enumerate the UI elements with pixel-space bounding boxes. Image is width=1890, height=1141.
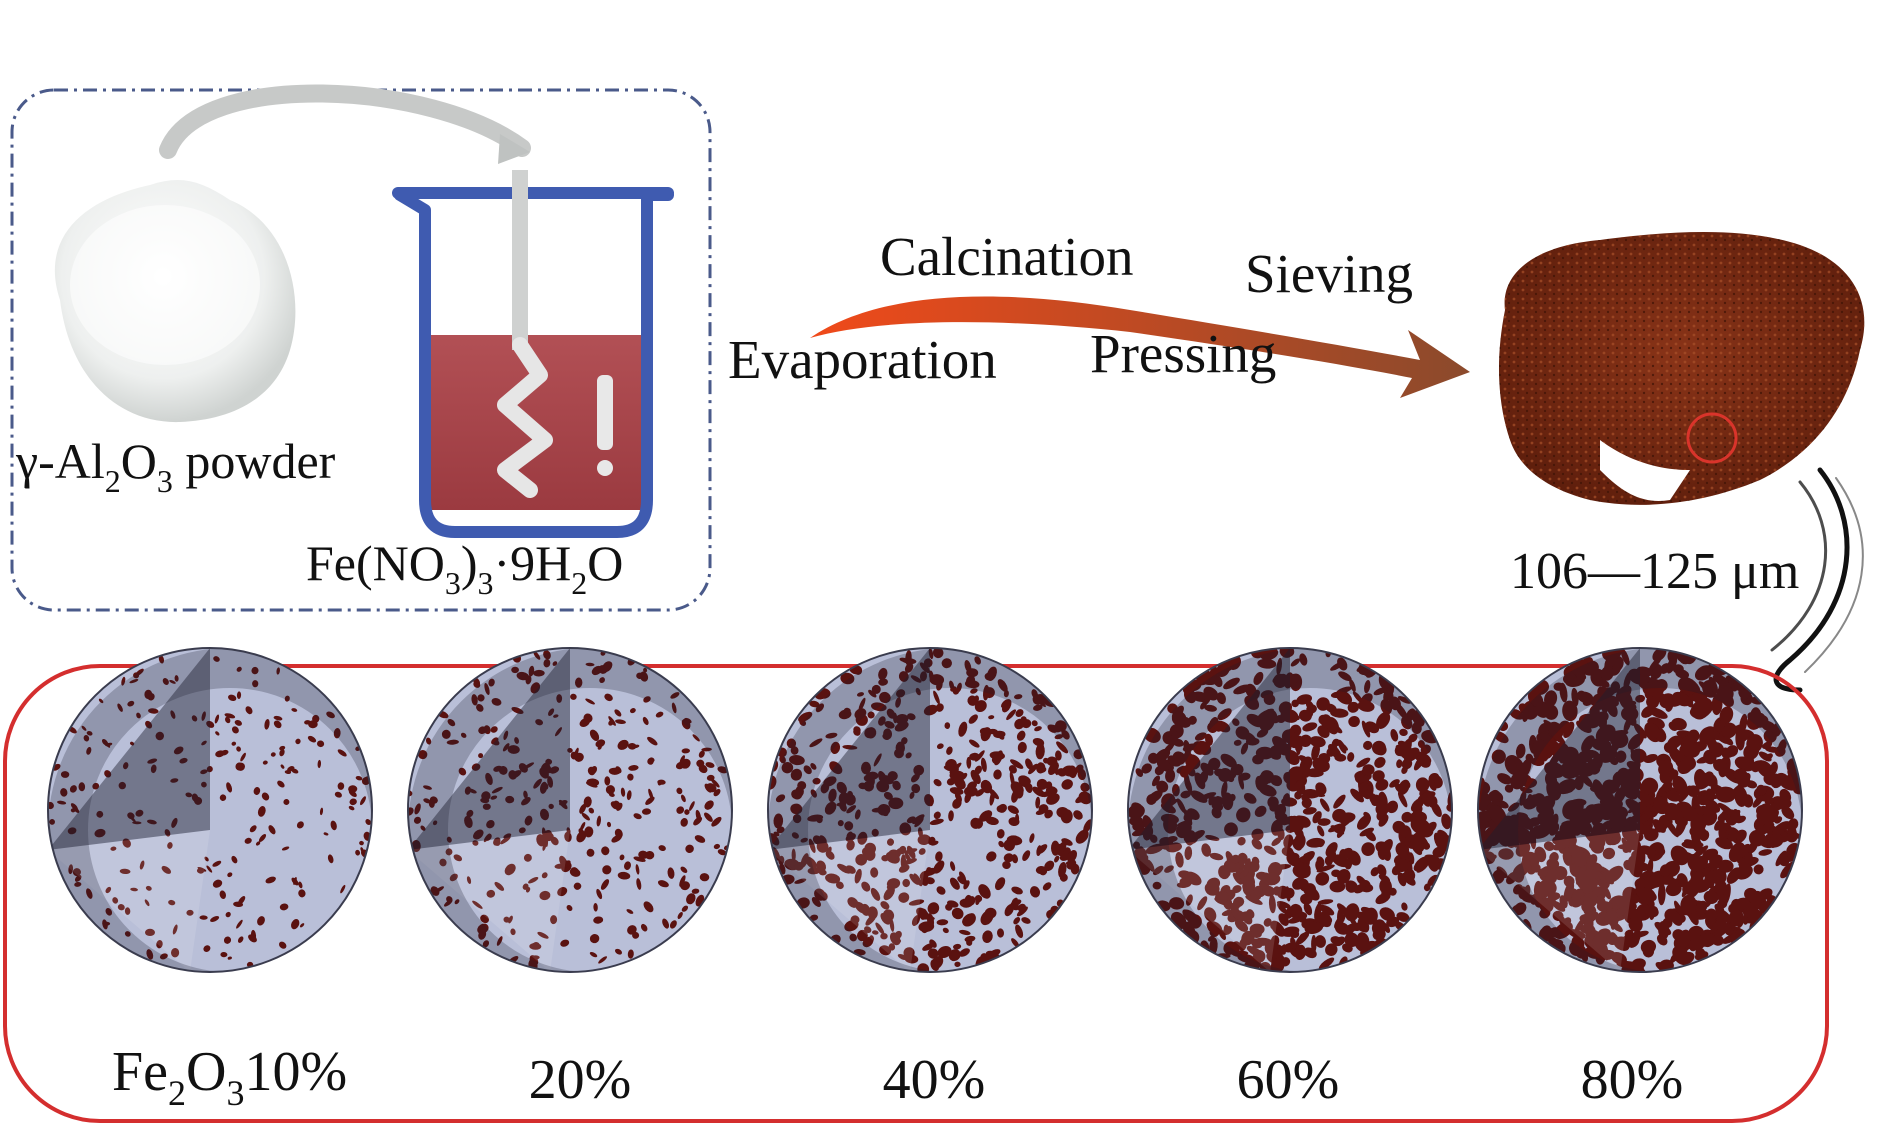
- sphere-label-4: 60%: [1237, 1049, 1340, 1111]
- transfer-arrow-head: [498, 134, 530, 164]
- sphere-label-5: 80%: [1581, 1049, 1684, 1111]
- step-calcination: Calcination: [880, 226, 1134, 287]
- particle-size-label: 106—125 μm: [1510, 543, 1799, 600]
- sphere-label-1: Fe2O310%: [112, 1041, 347, 1113]
- beaker: [392, 170, 674, 538]
- step-pressing: Pressing: [1090, 323, 1276, 384]
- composite-sphere-3: [767, 647, 1093, 973]
- composite-sphere-1: [47, 647, 373, 973]
- transfer-arrow: [159, 84, 531, 159]
- zoom-circle: [1686, 412, 1738, 464]
- alumina-powder-label: γ-Al2O3 powder: [15, 433, 336, 499]
- pouring-stream-zigzag: [497, 337, 553, 498]
- composite-sphere-5: [1477, 647, 1803, 973]
- composite-sphere-4: [1127, 647, 1453, 973]
- iron-oxide-product-pile: [1498, 231, 1865, 505]
- step-evaporation: Evaporation: [728, 329, 997, 390]
- reagents-frame: [10, 88, 712, 612]
- alumina-powder-highlight: [70, 205, 260, 365]
- composite-sphere-2: [407, 647, 733, 973]
- spheres-row: [47, 647, 1803, 973]
- zoom-swoosh-arrow: [1770, 467, 1864, 693]
- iron-nitrate-label: Fe(NO3)3·9H2O: [306, 535, 623, 601]
- step-sieving: Sieving: [1245, 243, 1413, 304]
- sphere-label-2: 20%: [529, 1049, 632, 1111]
- process-arrow: [810, 296, 1470, 398]
- sphere-label-3: 40%: [883, 1049, 986, 1111]
